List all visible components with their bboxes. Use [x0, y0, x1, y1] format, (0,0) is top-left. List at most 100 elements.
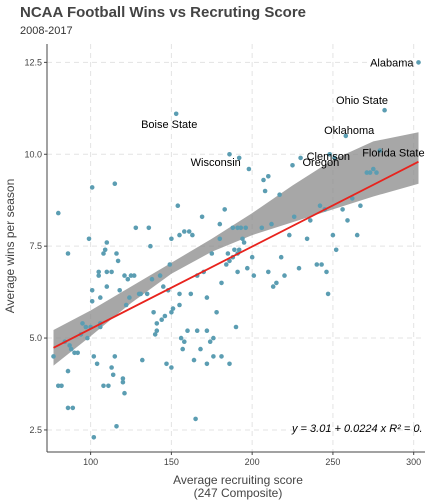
- data-point: [219, 354, 224, 359]
- x-axis-title-line2: (247 Composite): [194, 486, 283, 500]
- fit-line-layer: [53, 160, 419, 349]
- data-point: [109, 269, 114, 275]
- data-point: [138, 291, 143, 297]
- data-point: [358, 203, 363, 208]
- data-point: [86, 236, 92, 242]
- data-point: [232, 247, 237, 253]
- data-point: [173, 111, 179, 117]
- data-point: [125, 276, 131, 282]
- data-point: [240, 236, 245, 242]
- team-label: Ohio State: [336, 95, 388, 107]
- data-point: [154, 328, 160, 334]
- data-point: [98, 295, 103, 300]
- y-tick-label: 7.5: [29, 241, 42, 251]
- x-tick-label: 100: [83, 457, 98, 467]
- data-point: [230, 225, 236, 231]
- data-point: [104, 269, 110, 275]
- data-point: [65, 405, 71, 411]
- data-point: [131, 273, 137, 278]
- data-point: [154, 321, 160, 326]
- chart-subtitle: 2008-2017: [20, 25, 73, 37]
- data-point: [65, 368, 71, 374]
- data-point: [75, 350, 80, 356]
- data-point: [72, 350, 77, 356]
- data-point: [278, 254, 284, 260]
- team-label: Oregon: [303, 157, 340, 169]
- data-point: [106, 383, 111, 389]
- data-point: [371, 166, 376, 172]
- data-point: [182, 229, 187, 234]
- data-point: [354, 232, 360, 238]
- data-point: [51, 354, 56, 359]
- data-point: [238, 225, 244, 231]
- data-point: [161, 284, 166, 289]
- data-point: [204, 295, 210, 300]
- axes: 100 150 200 250 300 2.5 5.0 7.5 10.0 12.5: [24, 44, 425, 467]
- data-point: [227, 361, 232, 367]
- data-point: [236, 155, 242, 161]
- data-point: [319, 262, 324, 267]
- data-point: [67, 343, 72, 348]
- data-point: [175, 203, 181, 208]
- data-point: [112, 354, 118, 359]
- data-point: [194, 328, 200, 334]
- data-point: [91, 354, 97, 359]
- data-point: [157, 273, 163, 278]
- data-point: [296, 265, 302, 271]
- data-point: [185, 328, 190, 334]
- data-point: [377, 148, 383, 153]
- data-point: [243, 225, 248, 231]
- data-point: [211, 354, 216, 359]
- data-point: [227, 258, 232, 264]
- data-point: [304, 236, 310, 242]
- team-label: Florida State: [362, 148, 424, 160]
- data-point: [333, 247, 339, 253]
- data-point: [207, 339, 213, 345]
- data-point: [162, 313, 168, 319]
- data-point: [374, 170, 379, 175]
- data-point: [115, 258, 121, 264]
- data-point: [152, 332, 158, 337]
- team-labels-layer: Alabama Ohio State Boise State Oklahoma Clem…: [141, 57, 425, 169]
- points-layer: [51, 60, 421, 440]
- data-point: [109, 365, 114, 370]
- data-point: [245, 265, 250, 271]
- data-point: [298, 155, 303, 161]
- data-point: [277, 192, 282, 197]
- data-point: [308, 218, 313, 223]
- confidence-ribbon-layer: [53, 132, 419, 366]
- data-point: [120, 376, 126, 381]
- y-tick-label: 2.5: [29, 425, 42, 435]
- data-point: [96, 269, 101, 275]
- team-label: Boise State: [141, 119, 197, 131]
- data-point: [382, 107, 387, 113]
- data-point: [114, 424, 119, 429]
- data-point: [96, 273, 101, 278]
- data-point: [169, 310, 174, 315]
- data-point: [241, 240, 247, 245]
- data-point: [340, 207, 345, 212]
- data-point: [249, 254, 255, 260]
- confidence-ribbon: [53, 132, 419, 366]
- data-point: [291, 214, 297, 220]
- data-point: [198, 346, 203, 352]
- data-point: [262, 188, 268, 194]
- team-label: Clemson: [307, 151, 350, 163]
- data-point: [214, 310, 219, 315]
- data-point: [224, 262, 229, 267]
- x-tick-label: 200: [245, 457, 260, 467]
- data-point: [350, 196, 355, 201]
- data-point: [246, 166, 252, 172]
- data-point: [91, 435, 97, 440]
- data-point: [270, 284, 276, 289]
- data-point: [219, 280, 224, 286]
- data-point: [94, 361, 100, 367]
- data-point: [222, 207, 227, 212]
- data-point: [217, 221, 223, 227]
- data-point: [332, 155, 337, 161]
- data-point: [112, 181, 118, 186]
- data-point: [343, 133, 349, 139]
- data-point: [177, 232, 182, 238]
- data-point: [314, 262, 320, 267]
